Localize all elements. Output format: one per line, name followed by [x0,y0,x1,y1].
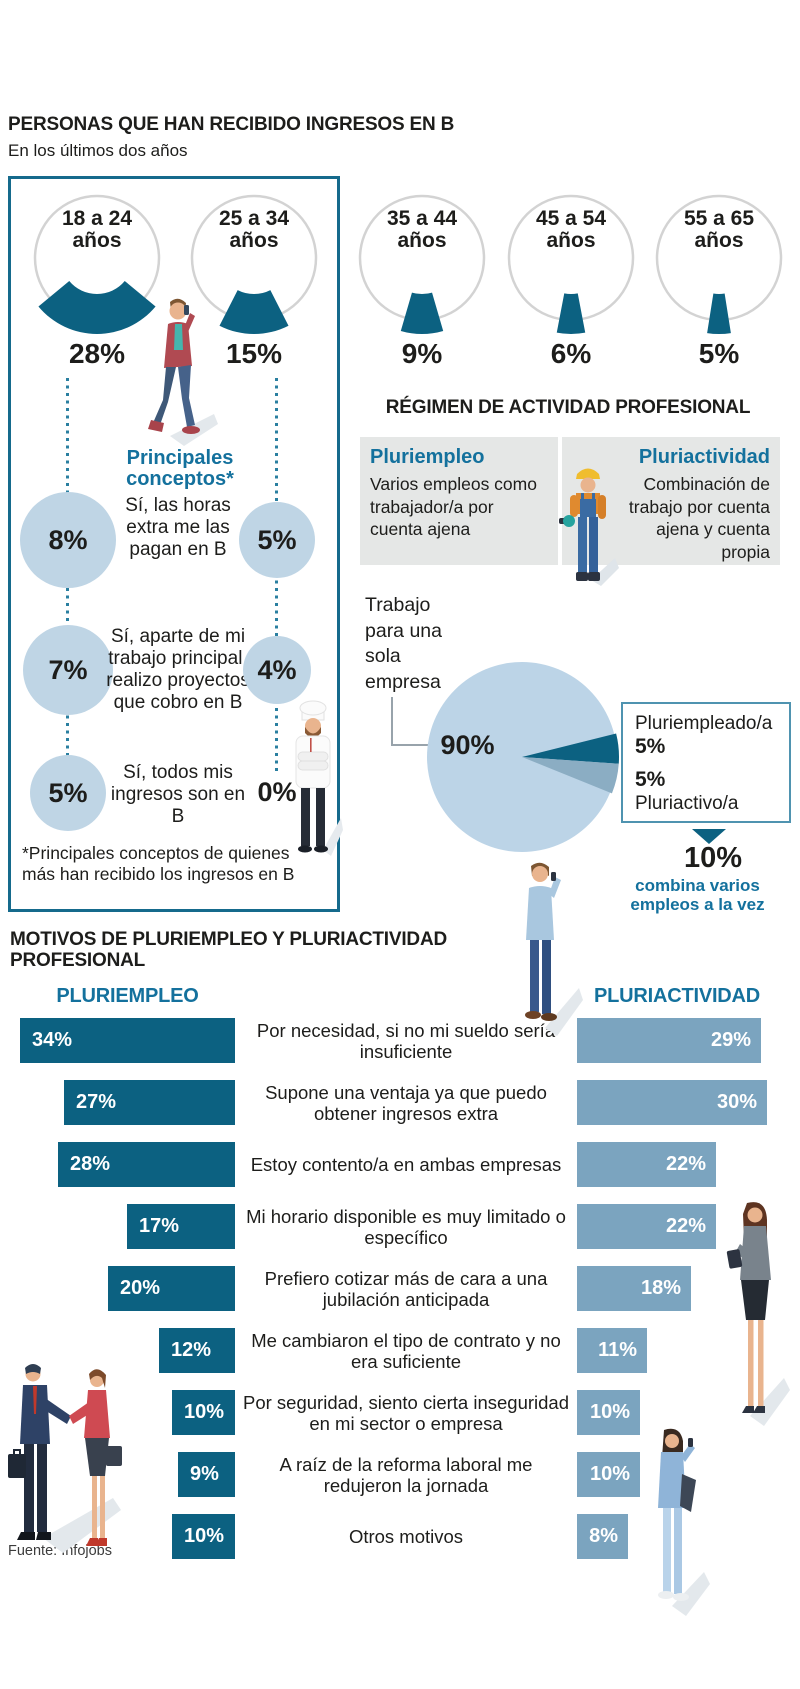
motive-bar-pluriempleo: 10% [172,1390,235,1435]
age-gauge-dial [507,194,635,334]
age-gauge-label: 55 a 65 años [683,207,755,252]
motive-bar-pluriactividad: 10% [577,1390,640,1435]
pluriempleo-title: Pluriempleo [370,446,485,468]
dotted-line-left [66,378,69,798]
age-gauge-pct: 15% [225,338,283,369]
motive-text: Me cambiaron el tipo de contrato y no er… [251,1329,561,1372]
age-gauge-label: 45 a 54 años [535,207,607,252]
pluriactividad-desc: Combinación de trabajo por cuenta ajena … [628,474,770,562]
motive-bar-pluriempleo: 20% [108,1266,235,1311]
age-gauge-label: 25 a 34 años [218,207,290,252]
concept-bubble-right: 4% [243,636,311,704]
concepts-footnote: *Principales conceptos de quienes más ha… [22,843,295,884]
income-b-detail-box [8,176,340,912]
motive-bar-pluriactividad: 8% [577,1514,628,1559]
concept-bubble-left: 8% [20,492,116,588]
motive-bar-pluriempleo: 17% [127,1204,235,1249]
motive-bar-pluriempleo: 34% [20,1018,235,1063]
motive-bar-pluriempleo: 28% [58,1142,235,1187]
concept-bubble-right: 5% [239,502,315,578]
motives-heading-line2: PROFESIONAL [10,950,146,971]
age-gauge-label: 18 a 24 años [61,207,133,252]
handshake-people-illustration [8,1364,122,1553]
pie-connector-vertical [391,697,393,745]
denim-woman-illustration [658,1428,710,1616]
motive-text: Por seguridad, siento cierta inseguridad… [243,1391,569,1434]
concept-bubble-left: 5% [30,755,106,831]
concept-text: Sí, las horas extra me las pagan en B [125,495,231,560]
motives-heading-line1: MOTIVOS DE PLURIEMPLEO Y PLURIACTIVIDAD [10,929,447,950]
age-gauge-dial [190,194,318,334]
regimen-heading: RÉGIMEN DE ACTIVIDAD PROFESIONAL [385,397,751,418]
down-arrow-icon [692,829,726,844]
age-gauge-dial [33,194,161,334]
age-gauge-pct: 28% [68,338,126,369]
construction-worker-illustration [559,468,619,586]
motive-bar-pluriactividad: 29% [577,1018,761,1063]
pluriempleo-desc: Varios empleos como trabajador/a por cue… [370,474,537,539]
motive-bar-pluriempleo: 9% [178,1452,235,1497]
motive-bar-pluriactividad: 11% [577,1328,647,1373]
motive-text: Prefiero cotizar más de cara a una jubil… [264,1267,548,1310]
age-gauge-pct: 5% [698,338,740,369]
motives-heading: MOTIVOS DE PLURIEMPLEO Y PLURIACTIVIDAD … [10,929,490,971]
pluriempleo-definition-panel: Pluriempleo Varios empleos como trabajad… [360,437,558,565]
age-gauge-pct: 9% [401,338,443,369]
pluriactividad-title: Pluriactividad [638,446,770,468]
motive-bar-pluriempleo: 27% [64,1080,235,1125]
motive-text: A raíz de la reforma laboral me redujero… [279,1453,533,1496]
slice2-pct: 5% [635,768,666,791]
motive-text: Estoy contento/a en ambas empresas [250,1154,562,1175]
pie-main-slice-label: Trabajo para una sola empresa [365,594,442,693]
motive-bar-pluriactividad: 22% [577,1142,716,1187]
source-credit: Fuente: Infojobs [8,1543,112,1559]
businesswoman-illustration [726,1202,790,1426]
pie-connector-horizontal [391,744,429,746]
concept-text: Sí, aparte de mi trabajo principal, real… [106,626,250,713]
motive-bar-pluriempleo: 12% [159,1328,235,1373]
concept-bubble-right: 0% [257,777,297,807]
concepts-heading: Principales conceptos* [126,447,234,490]
age-gauge-dial [358,194,486,334]
age-gauge-pct: 6% [550,338,592,369]
pluriempleo-column-header: PLURIEMPLEO [56,985,199,1007]
motive-text: Supone una ventaja ya que puedo obtener … [265,1081,547,1124]
motive-bar-pluriactividad: 30% [577,1080,767,1125]
motive-bar-pluriempleo: 10% [172,1514,235,1559]
combined-total-caption: combina varios empleos a la vez [630,876,765,914]
slice1-pct: 5% [635,735,666,758]
regimen-pie-chart [427,662,619,852]
pie-main-slice-pct: 90% [440,730,495,760]
motive-bar-pluriactividad: 22% [577,1204,716,1249]
concept-text: Sí, todos mis ingresos son en B [110,762,246,827]
age-gauge-label: 35 a 44 años [386,207,458,252]
slice2-label: Pluriactivo/a [635,793,739,814]
motive-text: Otros motivos [348,1526,464,1547]
pie-slices-callout-box: Pluriempleado/a 5% 5% Pluriactivo/a [621,702,791,823]
motive-text: Mi horario disponible es muy limitado o … [246,1205,566,1248]
concept-bubble-left: 7% [23,625,113,715]
pluriactividad-column-header: PLURIACTIVIDAD [593,985,761,1007]
page-title: PERSONAS QUE HAN RECIBIDO INGRESOS EN B [8,114,455,135]
standing-phone-person-illustration [525,862,583,1036]
age-gauge-dial [655,194,783,334]
chef-illustration [295,700,343,856]
motive-bar-pluriactividad: 10% [577,1452,640,1497]
motive-bar-pluriactividad: 18% [577,1266,691,1311]
combined-total-pct: 10% [683,842,743,874]
walking-phone-person-illustration [148,298,218,446]
motive-text: Por necesidad, si no mi sueldo sería ins… [256,1019,556,1062]
slice1-label: Pluriempleado/a [635,713,773,734]
page-subtitle: En los últimos dos años [8,141,188,160]
